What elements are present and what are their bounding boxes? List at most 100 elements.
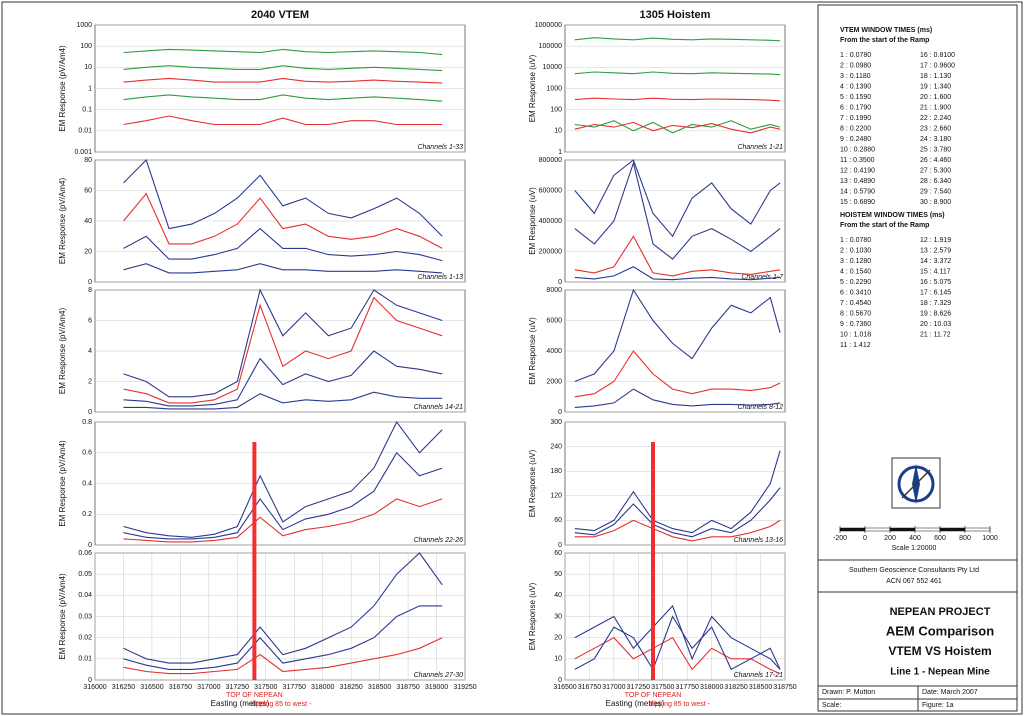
- y-tick-label: 240: [550, 443, 562, 450]
- y-tick-label: 2: [88, 378, 92, 385]
- y-tick-label: 80: [84, 157, 92, 164]
- window-time: 11 : 1.412: [840, 342, 871, 349]
- channels-label: Channels 1-13: [417, 274, 463, 281]
- series-line: [123, 192, 443, 249]
- series-line: [574, 450, 781, 534]
- window-time: 14 : 3.372: [920, 258, 951, 265]
- window-time: 12 : 1.919: [920, 237, 951, 244]
- y-tick-label: 6000: [546, 317, 562, 324]
- acn: ACN 067 552 461: [886, 578, 942, 585]
- window-time: 18 : 1.130: [920, 73, 951, 80]
- y-tick-label: 0.06: [78, 550, 92, 557]
- window-time: 24 : 3.180: [920, 136, 951, 143]
- marker-sublabel: - dipping 85 to west -: [645, 701, 711, 708]
- scale-segment: [864, 527, 891, 532]
- date: Date: March 2007: [922, 689, 978, 696]
- series-line: [574, 121, 781, 134]
- window-time: 5 : 0.2290: [840, 279, 871, 286]
- y-axis-label: EM Response (uV): [528, 54, 537, 122]
- window-time: 14 : 0.5790: [840, 188, 875, 195]
- y-tick-label: 0.03: [78, 613, 92, 620]
- series-line: [123, 158, 443, 237]
- window-time: 17 : 0.9600: [920, 62, 955, 69]
- scale-tick-label: 200: [884, 535, 896, 542]
- channels-label: Channels 17-21: [734, 672, 784, 679]
- scale-tick-label: 1000: [982, 535, 998, 542]
- company: Southern Geoscience Consultants Pty Ltd: [849, 567, 979, 574]
- marker-label: TOP OF NEPEAN: [226, 692, 283, 699]
- y-tick-label: 120: [550, 493, 562, 500]
- window-time: 23 : 2.660: [920, 125, 951, 132]
- y-tick-label: 0.2: [82, 511, 92, 518]
- y-tick-label: 800000: [539, 157, 562, 164]
- window-time: 9 : 0.7360: [840, 321, 871, 328]
- series-line: [123, 498, 443, 543]
- y-tick-label: 400000: [539, 218, 562, 225]
- y-tick-label: 1000: [76, 22, 92, 29]
- x-tick-label: 317250: [627, 684, 650, 691]
- window-time: 13 : 2.579: [920, 247, 951, 254]
- y-axis-label: EM Response (pV/Am4): [58, 440, 67, 527]
- x-tick-label: 317000: [602, 684, 625, 691]
- x-tick-label: 316750: [578, 684, 601, 691]
- series-line: [123, 115, 443, 126]
- scale-tick-label: -200: [833, 535, 847, 542]
- y-tick-label: 600000: [539, 187, 562, 194]
- y-tick-label: 10: [554, 656, 562, 663]
- y-tick-label: 10000: [543, 64, 563, 71]
- y-tick-label: 180: [550, 468, 562, 475]
- window-time: 16 : 5.075: [920, 279, 951, 286]
- window-time: 7 : 0.4540: [840, 300, 871, 307]
- series-line: [574, 37, 781, 42]
- window-time: 3 : 0.1280: [840, 258, 871, 265]
- heading: From the start of the Ramp: [840, 222, 929, 229]
- scale: Scale:: [822, 702, 842, 709]
- y-tick-label: 20: [554, 635, 562, 642]
- figure-number: Figure: 1a: [922, 702, 954, 709]
- window-time: 4 : 0.1540: [840, 268, 871, 275]
- channels-label: Channels 1-33: [417, 144, 463, 151]
- y-tick-label: 60: [554, 550, 562, 557]
- y-tick-label: 1000: [546, 85, 562, 92]
- chart-title: 2040 VTEM: [251, 9, 309, 21]
- x-tick-label: 316500: [553, 684, 576, 691]
- y-tick-label: 8: [88, 287, 92, 294]
- series-line: [123, 296, 443, 404]
- y-tick-label: 0: [558, 279, 562, 286]
- window-time: 16 : 0.8100: [920, 52, 955, 59]
- y-tick-label: 0.04: [78, 592, 92, 599]
- window-time: 20 : 10.03: [920, 321, 951, 328]
- heading: From the start of the Ramp: [840, 37, 929, 44]
- window-time: 26 : 4.460: [920, 157, 951, 164]
- window-time: 17 : 6.145: [920, 289, 951, 296]
- window-time: 6 : 0.3410: [840, 289, 871, 296]
- y-tick-label: 40: [84, 218, 92, 225]
- x-tick-label: 317750: [676, 684, 699, 691]
- y-axis-label: EM Response (uV): [528, 449, 537, 517]
- series-line: [574, 161, 781, 260]
- x-tick-label: 319250: [453, 684, 476, 691]
- scale-tick-label: 400: [909, 535, 921, 542]
- scale-segment: [914, 527, 941, 532]
- y-tick-label: 0.8: [82, 419, 92, 426]
- chart-title: 1305 Hoistem: [640, 9, 711, 21]
- x-axis-label: Easting (metres): [211, 699, 270, 708]
- heading: VTEM WINDOW TIMES (ms): [840, 27, 932, 34]
- y-tick-label: 40: [554, 592, 562, 599]
- plot-area: [564, 421, 786, 546]
- y-tick-label: 0: [558, 677, 562, 684]
- y-tick-label: 20: [84, 248, 92, 255]
- window-time: 8 : 0.2200: [840, 125, 871, 132]
- scale-segment: [889, 527, 916, 532]
- window-time: 6 : 0.1790: [840, 104, 871, 111]
- x-tick-label: 317000: [197, 684, 220, 691]
- y-tick-label: 60: [554, 517, 562, 524]
- y-axis-label: EM Response (uV): [528, 317, 537, 385]
- window-time: 19 : 8.626: [920, 310, 951, 317]
- series-line: [123, 420, 443, 538]
- y-tick-label: 0.01: [78, 656, 92, 663]
- series-line: [123, 350, 443, 407]
- series-line: [123, 65, 443, 72]
- y-tick-label: 0: [558, 542, 562, 549]
- x-tick-label: 318000: [700, 684, 723, 691]
